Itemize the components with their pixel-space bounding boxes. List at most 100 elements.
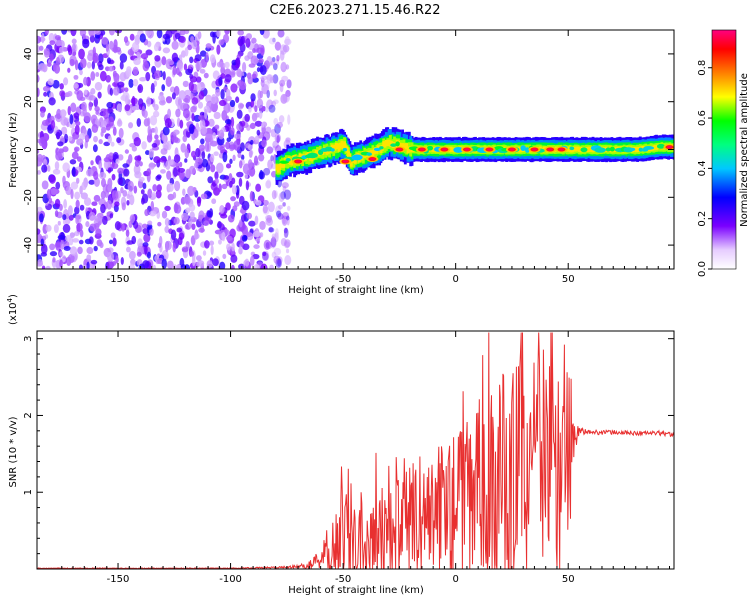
noise-blob xyxy=(161,56,167,66)
peak-core xyxy=(666,145,672,149)
noise-blob xyxy=(71,151,79,160)
noise-blob xyxy=(132,78,139,87)
noise-blob xyxy=(176,227,183,233)
ridge-patch xyxy=(342,147,348,152)
noise-blob xyxy=(133,57,141,66)
noise-blob xyxy=(78,48,85,60)
noise-blob xyxy=(107,167,112,174)
noise-blob xyxy=(263,167,271,176)
noise-blob xyxy=(40,111,45,118)
noise-blob xyxy=(146,96,152,107)
noise-blob xyxy=(43,91,48,97)
noise-blob xyxy=(181,246,189,253)
noise-blob xyxy=(241,234,248,242)
noise-blob xyxy=(121,223,125,232)
peak-core xyxy=(342,160,348,163)
noise-blob xyxy=(287,114,291,125)
noise-blob xyxy=(211,198,217,205)
noise-blob xyxy=(82,39,90,49)
noise-blob xyxy=(188,165,196,175)
noise-blob xyxy=(166,170,172,180)
noise-blob xyxy=(283,227,289,238)
noise-blob xyxy=(209,153,215,163)
noise-blob xyxy=(245,180,250,191)
ridge-patch xyxy=(609,146,615,152)
noise-blob xyxy=(58,46,64,54)
noise-blob xyxy=(83,197,92,206)
noise-blob xyxy=(117,177,123,186)
noise-blob xyxy=(203,72,209,79)
noise-blob xyxy=(241,200,250,211)
noise-blob xyxy=(252,230,261,238)
noise-blob xyxy=(173,129,180,135)
noise-blob xyxy=(261,139,267,148)
noise-blob xyxy=(40,243,48,255)
noise-blob xyxy=(146,168,152,177)
noise-blob xyxy=(270,170,277,178)
noise-blob xyxy=(261,122,265,128)
noise-blob xyxy=(211,94,217,105)
y-tick-label: -40 xyxy=(23,237,34,253)
noise-blob xyxy=(255,112,260,118)
noise-blob xyxy=(101,36,109,45)
noise-blob xyxy=(170,229,177,241)
noise-blob xyxy=(90,160,94,166)
noise-blob xyxy=(116,137,122,144)
noise-blob xyxy=(162,47,171,54)
colorbar-tick-label: 0.8 xyxy=(697,60,708,76)
noise-blob xyxy=(191,97,199,105)
noise-blob xyxy=(108,30,115,36)
noise-blob xyxy=(86,61,92,69)
noise-blob xyxy=(60,232,65,241)
noise-blob xyxy=(277,213,284,220)
noise-blob xyxy=(93,245,98,252)
y-tick-label: 1 xyxy=(23,489,34,495)
noise-blob xyxy=(274,41,282,51)
noise-blob xyxy=(265,217,273,226)
noise-blob xyxy=(75,121,81,126)
noise-blob xyxy=(94,81,103,91)
noise-blob xyxy=(100,203,106,214)
noise-blob xyxy=(99,70,107,82)
noise-blob xyxy=(98,160,103,170)
noise-blob xyxy=(232,154,236,161)
noise-blob xyxy=(210,164,216,173)
noise-blob xyxy=(216,44,221,55)
noise-blob xyxy=(88,211,96,221)
noise-blob xyxy=(247,76,254,85)
noise-blob xyxy=(177,167,186,173)
peak-core xyxy=(464,148,470,151)
noise-blob xyxy=(84,140,88,149)
noise-blob xyxy=(173,154,181,163)
noise-blob xyxy=(189,76,198,83)
noise-blob xyxy=(178,90,186,100)
noise-blob xyxy=(190,35,195,43)
noise-blob xyxy=(79,69,83,76)
noise-blob xyxy=(222,33,230,44)
noise-blob xyxy=(225,202,231,211)
noise-blob xyxy=(128,220,133,228)
noise-blob xyxy=(195,60,203,71)
noise-blob xyxy=(59,90,66,97)
noise-blob xyxy=(275,257,282,269)
noise-blob xyxy=(225,235,233,241)
noise-blob xyxy=(278,192,285,203)
x-tick-label: 50 xyxy=(562,274,575,285)
noise-blob xyxy=(203,220,210,226)
noise-blob xyxy=(73,74,79,80)
noise-blob xyxy=(141,141,147,150)
noise-blob xyxy=(220,66,226,75)
noise-blob xyxy=(120,187,124,194)
noise-blob xyxy=(63,133,69,143)
noise-blob xyxy=(240,142,245,152)
noise-blob xyxy=(136,117,142,127)
noise-blob xyxy=(77,246,83,255)
noise-blob xyxy=(224,74,232,83)
ridge-patch xyxy=(395,141,400,147)
noise-blob xyxy=(131,235,137,245)
noise-blob xyxy=(235,96,240,104)
noise-blob xyxy=(270,100,277,107)
noise-blob xyxy=(184,89,192,96)
noise-blob xyxy=(280,93,288,104)
noise-blob xyxy=(67,253,75,264)
